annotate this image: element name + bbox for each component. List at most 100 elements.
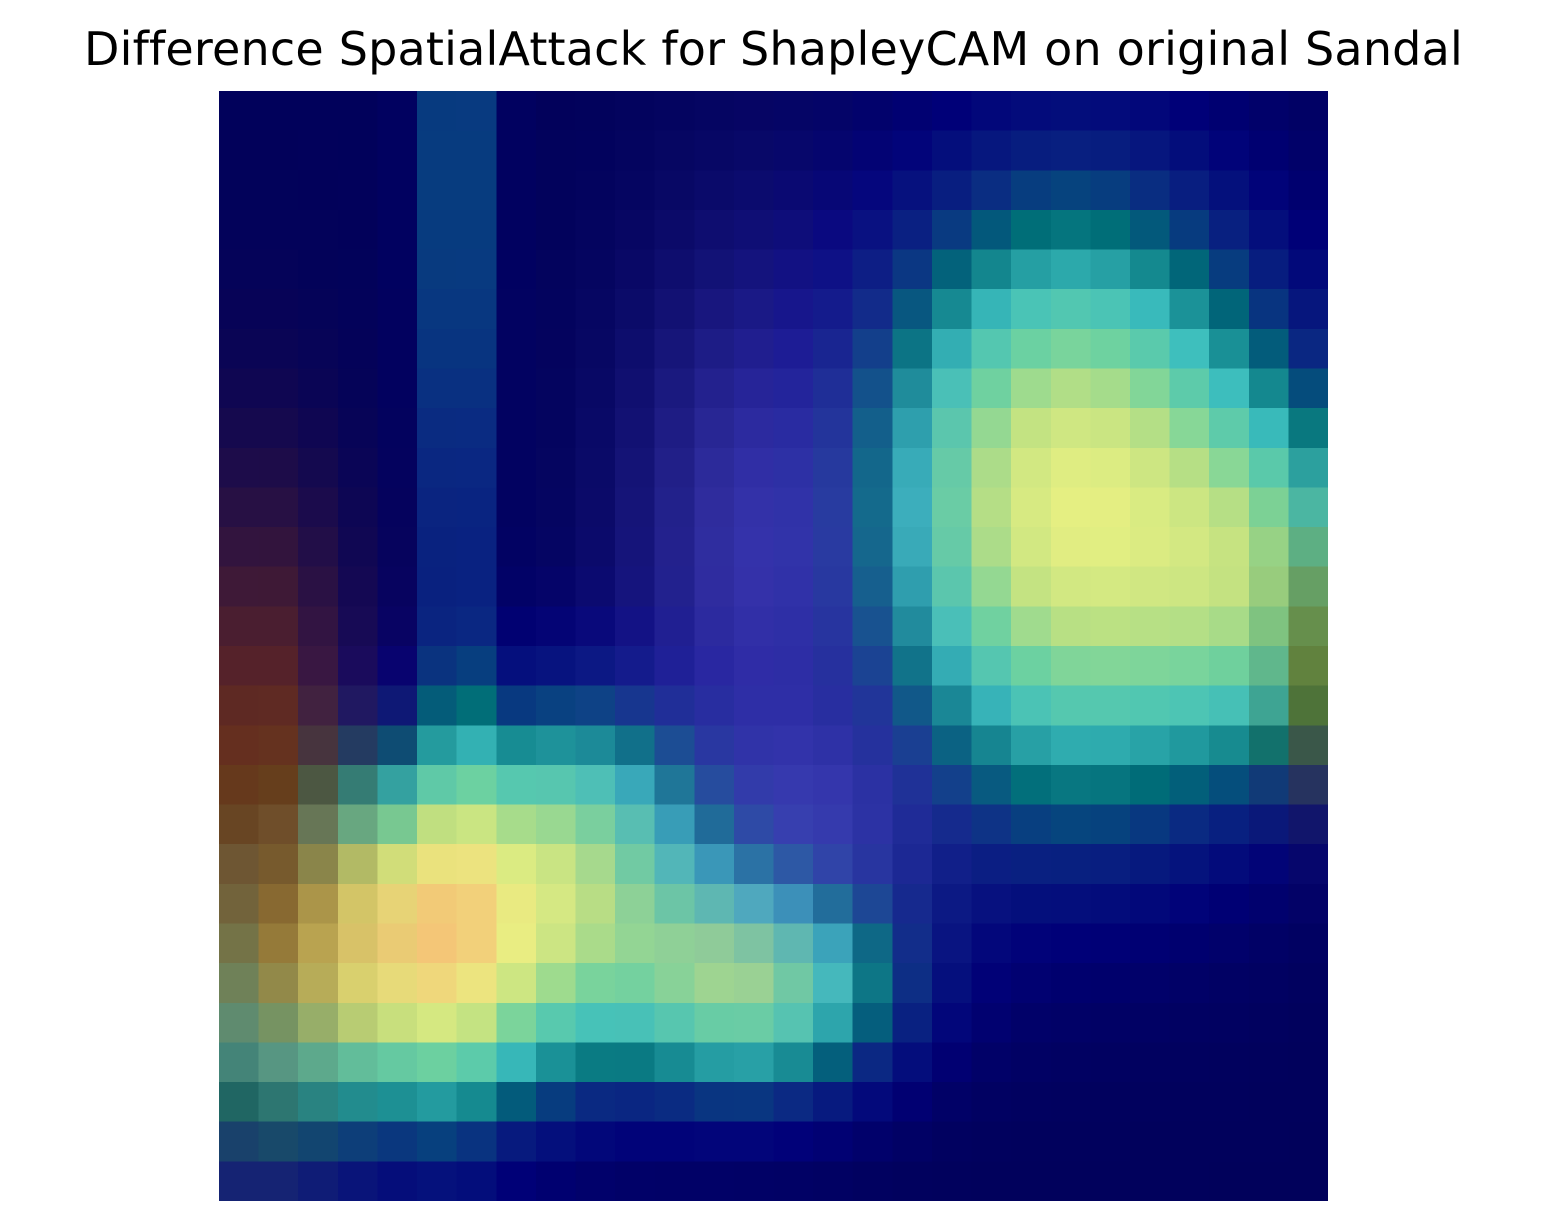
heatmap-cell xyxy=(892,249,933,291)
heatmap-cell xyxy=(535,1161,577,1201)
heatmap-cell xyxy=(931,130,973,172)
heatmap-cell xyxy=(615,209,656,251)
heatmap-cell xyxy=(1011,764,1052,806)
heatmap-cell xyxy=(1050,1042,1092,1083)
heatmap-cell xyxy=(1209,685,1250,727)
heatmap-cell xyxy=(892,804,933,846)
heatmap-cell xyxy=(1288,804,1328,846)
heatmap-cell xyxy=(654,91,696,132)
heatmap-cell xyxy=(1129,447,1171,489)
heatmap-cell xyxy=(1169,883,1210,925)
heatmap-cell xyxy=(813,249,854,291)
heatmap-cell xyxy=(733,130,775,172)
heatmap-cell xyxy=(813,408,854,449)
heatmap-cell xyxy=(1090,487,1131,528)
heatmap-cell xyxy=(298,447,339,489)
heatmap-cell xyxy=(733,408,775,449)
heatmap-cell xyxy=(615,566,656,608)
heatmap-cell xyxy=(1050,209,1092,251)
heatmap-cell xyxy=(1288,1042,1328,1083)
heatmap-cell xyxy=(1288,1121,1328,1163)
heatmap-cell xyxy=(258,963,300,1004)
heatmap-cell xyxy=(773,963,814,1004)
heatmap-cell xyxy=(813,447,854,489)
heatmap-cell xyxy=(773,566,814,608)
heatmap-cell xyxy=(258,1002,300,1044)
heatmap-cell xyxy=(773,606,814,647)
heatmap-cell xyxy=(575,368,616,409)
heatmap-cell xyxy=(615,1002,656,1044)
heatmap-cell xyxy=(298,209,339,251)
heatmap-cell xyxy=(654,963,696,1004)
heatmap-cell xyxy=(615,804,656,846)
heatmap-cell xyxy=(852,764,894,806)
heatmap-cell xyxy=(219,1121,260,1163)
heatmap-cell xyxy=(1169,289,1210,330)
heatmap-cell xyxy=(417,764,458,806)
heatmap-cell xyxy=(417,447,458,489)
heatmap-cell xyxy=(1050,1082,1092,1123)
heatmap-cell xyxy=(219,408,260,449)
heatmap-cell xyxy=(852,606,894,647)
heatmap-cell xyxy=(1209,130,1250,172)
heatmap-cell xyxy=(456,764,498,806)
heatmap-cell xyxy=(1050,1002,1092,1044)
heatmap-cell xyxy=(1169,1042,1210,1083)
heatmap-cell xyxy=(852,447,894,489)
heatmap-cell xyxy=(813,487,854,528)
heatmap-cell xyxy=(1209,566,1250,608)
heatmap-cell xyxy=(535,289,577,330)
heatmap-cell xyxy=(337,606,379,647)
heatmap-cell xyxy=(654,289,696,330)
heatmap-cell xyxy=(971,170,1012,211)
heatmap-cell xyxy=(1248,328,1290,370)
heatmap-cell xyxy=(1169,408,1210,449)
heatmap-cell xyxy=(1129,725,1171,766)
heatmap-cell xyxy=(733,170,775,211)
heatmap-cell xyxy=(496,91,537,132)
heatmap-cell xyxy=(773,1042,814,1083)
heatmap-cell xyxy=(931,209,973,251)
heatmap-cell xyxy=(773,527,814,568)
heatmap-cell xyxy=(337,91,379,132)
heatmap-cell xyxy=(496,923,537,964)
heatmap-cell xyxy=(1169,725,1210,766)
heatmap-cell xyxy=(931,289,973,330)
heatmap-cell xyxy=(694,685,735,727)
heatmap-cell xyxy=(496,328,537,370)
heatmap-cell xyxy=(417,1121,458,1163)
heatmap-cell xyxy=(813,1082,854,1123)
heatmap-cell xyxy=(1169,527,1210,568)
heatmap-cell xyxy=(298,963,339,1004)
heatmap-cell xyxy=(615,447,656,489)
heatmap-cell xyxy=(456,1121,498,1163)
heatmap-cell xyxy=(733,566,775,608)
heatmap-cell xyxy=(1050,447,1092,489)
heatmap-cell xyxy=(892,844,933,885)
heatmap-cell xyxy=(535,368,577,409)
heatmap-cell xyxy=(615,963,656,1004)
heatmap-cell xyxy=(615,725,656,766)
heatmap-cell xyxy=(931,249,973,291)
heatmap-cell xyxy=(298,566,339,608)
heatmap-cell xyxy=(773,408,814,449)
heatmap-cell xyxy=(337,1161,379,1201)
heatmap-cell xyxy=(971,566,1012,608)
heatmap-cell xyxy=(1248,289,1290,330)
heatmap-cell xyxy=(377,447,418,489)
heatmap-cell xyxy=(1011,685,1052,727)
heatmap-cell xyxy=(258,130,300,172)
heatmap-cell xyxy=(535,1002,577,1044)
heatmap-cell xyxy=(219,170,260,211)
heatmap-cell xyxy=(971,646,1012,687)
heatmap-cell xyxy=(377,844,418,885)
heatmap-cell xyxy=(417,289,458,330)
heatmap-cell xyxy=(219,1161,260,1201)
heatmap-cell xyxy=(298,1161,339,1201)
heatmap-cell xyxy=(496,646,537,687)
heatmap-cell xyxy=(1011,91,1052,132)
heatmap-cell xyxy=(1248,1121,1290,1163)
heatmap-cell xyxy=(298,685,339,727)
heatmap-cell xyxy=(1288,328,1328,370)
heatmap-cell xyxy=(615,844,656,885)
